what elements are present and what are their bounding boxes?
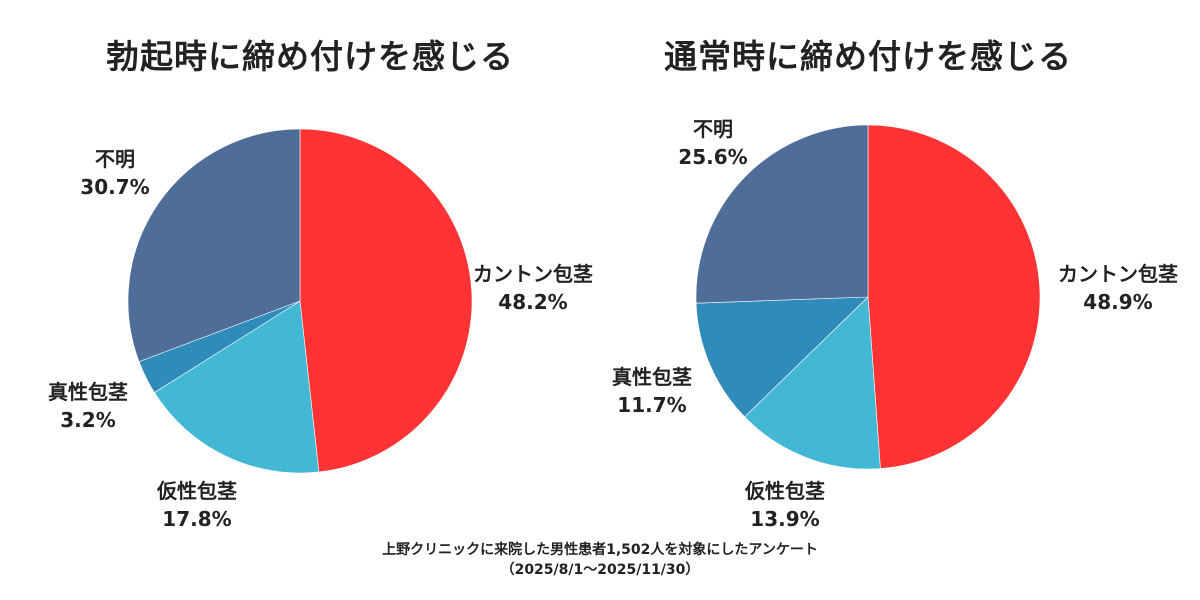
slice-name: 仮性包茎 [745,479,825,503]
pie-slice-unknown-2 [695,124,869,304]
slice-value: 11.7% [617,393,687,417]
slice-value: 25.6% [678,145,748,169]
pie-slice-kasei-1 [153,300,320,474]
footer-survey-period: （2025/8/1〜2025/11/30） [500,562,700,578]
slice-name: 仮性包茎 [157,479,237,503]
slice-value: 13.9% [750,507,820,531]
footer-survey-description: 上野クリニックに来院した男性患者1,502人を対象にしたアンケート [382,542,818,558]
pie-slice-kasei-2 [744,296,881,470]
slice-label-shinsei-2: 真性包茎 11.7% [612,363,692,419]
slice-name: カントン包茎 [473,262,593,286]
pie-slice-unknown-1 [127,128,301,362]
pie-slice-kanton-2 [867,124,1041,469]
chart-title-normal: 通常時に締め付けを感じる [664,37,1072,76]
slice-label-kasei-1: 仮性包茎 17.8% [157,477,237,533]
pie-slice-shinsei-2 [695,296,869,418]
slice-name: カントン包茎 [1058,262,1178,286]
slice-name: 不明 [94,147,135,171]
chart-title-erect: 勃起時に締め付けを感じる [106,37,514,76]
slice-label-kanton-1: カントン包茎 48.2% [473,260,593,316]
slice-value: 48.9% [1083,290,1153,314]
slice-value: 3.2% [60,408,116,432]
slice-label-kanton-2: カントン包茎 48.9% [1058,260,1178,316]
slice-label-unknown-2: 不明 25.6% [678,115,747,171]
slice-value: 48.2% [498,290,568,314]
slice-label-unknown-1: 不明 30.7% [80,145,149,201]
slice-label-shinsei-1: 真性包茎 3.2% [48,378,128,434]
footer-note: 上野クリニックに来院した男性患者1,502人を対象にしたアンケート （2025/… [0,540,1200,580]
slice-name: 不明 [692,117,733,141]
slice-name: 真性包茎 [48,380,128,404]
pie-slice-kanton-1 [299,128,473,473]
slice-value: 30.7% [80,175,150,199]
slice-value: 17.8% [162,507,232,531]
slice-name: 真性包茎 [612,365,692,389]
slice-label-kasei-2: 仮性包茎 13.9% [745,477,825,533]
